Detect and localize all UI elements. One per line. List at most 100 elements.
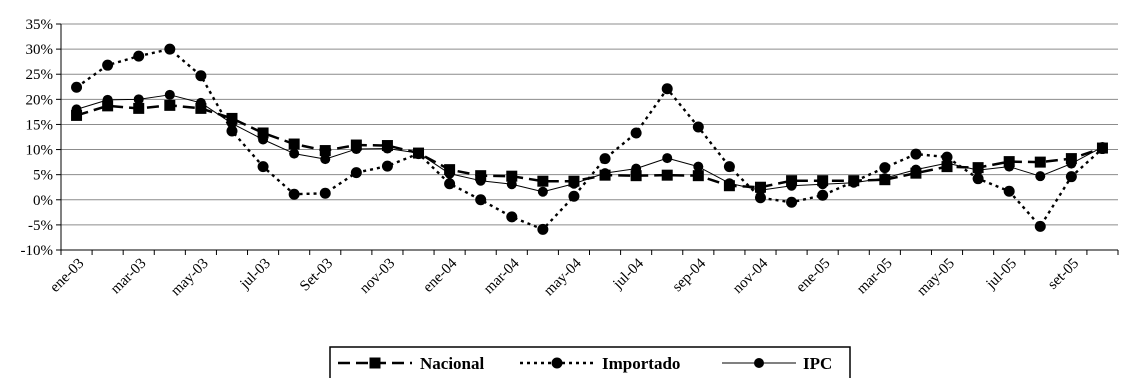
legend-item-importado: Importado: [520, 354, 680, 373]
data-point-marker: [164, 99, 176, 111]
data-point-marker: [1003, 156, 1015, 168]
data-point-marker: [1034, 156, 1046, 168]
data-point-marker: [444, 178, 456, 190]
y-tick-label: 0%: [33, 193, 53, 209]
data-point-marker: [599, 153, 611, 165]
data-point-marker: [444, 164, 456, 176]
data-point-marker: [661, 169, 673, 181]
y-tick-label: 25%: [26, 67, 54, 83]
legend-item-ipc: IPC: [722, 354, 832, 373]
data-point-marker: [71, 109, 83, 121]
data-point-marker: [133, 102, 145, 114]
data-point-marker: [972, 173, 984, 185]
data-point-marker: [692, 170, 704, 182]
data-point-marker: [475, 170, 487, 182]
data-point-marker: [320, 154, 331, 165]
data-point-marker: [350, 167, 362, 179]
data-point-marker: [71, 81, 83, 93]
data-point-marker: [972, 162, 984, 174]
data-point-marker: [506, 170, 518, 182]
data-point-marker: [568, 190, 580, 202]
legend-label: Importado: [602, 354, 680, 373]
data-point-marker: [537, 186, 548, 197]
data-point-marker: [164, 89, 175, 100]
y-tick-label: -5%: [28, 218, 53, 234]
data-point-marker: [288, 188, 300, 200]
data-point-marker: [1003, 185, 1015, 197]
data-point-marker: [848, 175, 860, 187]
legend-label: IPC: [803, 354, 832, 373]
data-point-marker: [226, 125, 238, 137]
data-point-marker: [910, 148, 922, 160]
data-point-marker: [817, 189, 829, 201]
legend: Nacional Importado IPC: [329, 346, 851, 380]
data-point-marker: [910, 167, 922, 179]
data-point-marker: [475, 194, 487, 206]
data-point-marker: [537, 175, 549, 187]
legend-item-nacional: Nacional: [338, 354, 485, 373]
data-point-marker: [630, 127, 642, 139]
y-tick-label: 15%: [26, 117, 54, 133]
y-tick-labels: -10% -5% 0% 5% 10% 15% 20% 25% 30% 35%: [21, 17, 54, 259]
data-point-marker: [692, 121, 704, 133]
legend-label: Nacional: [420, 354, 485, 373]
data-point-marker: [693, 161, 704, 172]
data-point-marker: [506, 211, 518, 223]
data-point-marker: [195, 70, 207, 82]
data-point-marker: [723, 180, 735, 192]
data-point-marker: [133, 94, 144, 105]
data-point-marker: [568, 175, 580, 187]
data-point-marker: [630, 170, 642, 182]
data-point-marker: [413, 147, 425, 159]
data-point-marker: [941, 151, 953, 163]
data-point-marker: [1035, 171, 1046, 182]
y-tick-label: 30%: [26, 42, 54, 58]
data-point-marker: [319, 145, 331, 157]
data-point-marker: [662, 153, 673, 164]
data-point-marker: [506, 179, 517, 190]
data-point-marker: [226, 112, 238, 124]
y-tick-label: 5%: [33, 168, 53, 184]
axes: [56, 23, 1119, 255]
data-point-marker: [786, 196, 798, 208]
y-tick-label: 35%: [26, 17, 54, 33]
data-point-marker: [102, 100, 114, 112]
data-point-marker: [164, 43, 176, 55]
y-tick-label: -10%: [21, 243, 54, 259]
data-point-marker: [257, 127, 269, 139]
y-tick-label: 10%: [26, 143, 54, 159]
data-point-marker: [661, 83, 673, 95]
data-point-marker: [133, 50, 145, 62]
y-tick-label: 20%: [26, 92, 54, 108]
series: [71, 43, 1108, 235]
data-point-marker: [289, 148, 300, 159]
data-point-marker: [941, 161, 953, 173]
data-point-marker: [817, 175, 829, 187]
data-point-marker: [879, 174, 891, 186]
data-point-marker: [288, 138, 300, 150]
data-point-marker: [350, 139, 362, 151]
data-point-marker: [786, 175, 798, 187]
data-point-marker: [879, 162, 891, 174]
data-point-marker: [319, 187, 331, 199]
data-point-marker: [723, 161, 735, 173]
data-point-marker: [369, 357, 381, 369]
data-point-marker: [381, 140, 393, 152]
data-point-marker: [1065, 153, 1077, 165]
series-line-nacional: [76, 104, 1103, 189]
data-point-marker: [537, 223, 549, 235]
data-point-marker: [381, 160, 393, 172]
gridlines: [61, 23, 1118, 226]
data-point-marker: [599, 169, 611, 181]
data-point-marker: [754, 192, 766, 204]
data-point-marker: [551, 357, 563, 369]
data-point-marker: [1065, 171, 1077, 183]
data-point-marker: [257, 161, 269, 173]
data-point-marker: [1096, 142, 1108, 154]
series-nacional: [71, 99, 1108, 193]
data-point-marker: [1034, 220, 1046, 232]
data-point-marker: [754, 358, 764, 368]
